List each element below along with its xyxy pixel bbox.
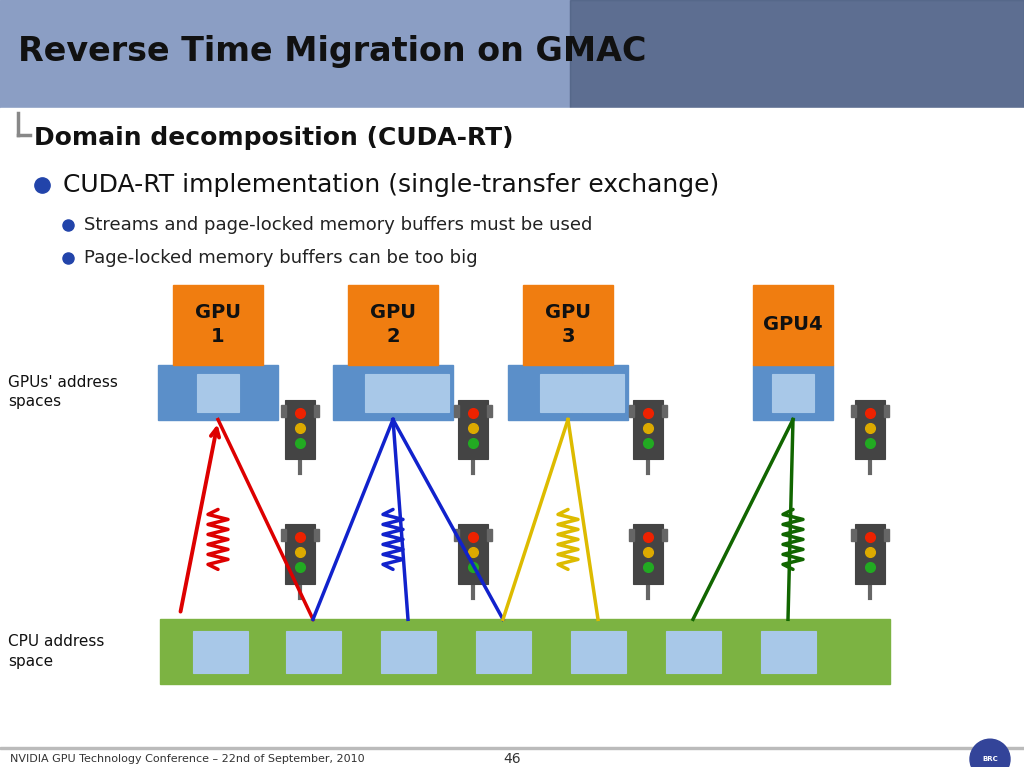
Bar — [884, 529, 889, 541]
Bar — [314, 405, 319, 416]
Bar — [540, 373, 582, 412]
Bar — [476, 631, 531, 674]
Bar — [454, 529, 459, 541]
Bar — [365, 373, 407, 412]
Bar — [160, 619, 890, 684]
Bar — [173, 285, 263, 365]
Bar — [348, 285, 438, 365]
Text: GPU4: GPU4 — [763, 315, 823, 334]
Bar — [666, 631, 721, 674]
Bar — [662, 405, 667, 416]
Bar — [855, 399, 885, 459]
Text: Streams and page-locked memory buffers must be used: Streams and page-locked memory buffers m… — [84, 216, 592, 233]
Text: Page-locked memory buffers can be too big: Page-locked memory buffers can be too bi… — [84, 249, 477, 266]
Bar — [285, 399, 315, 459]
Bar — [855, 525, 885, 584]
Bar — [487, 405, 492, 416]
Text: Domain decomposition (CUDA-RT): Domain decomposition (CUDA-RT) — [34, 126, 513, 150]
Text: NVIDIA GPU Technology Conference – 22nd of September, 2010: NVIDIA GPU Technology Conference – 22nd … — [10, 754, 365, 764]
Circle shape — [970, 739, 1010, 768]
Bar — [582, 373, 624, 412]
Bar — [407, 373, 449, 412]
Text: GPUs' address
spaces: GPUs' address spaces — [8, 375, 118, 409]
Bar — [286, 631, 341, 674]
Bar — [454, 405, 459, 416]
Text: 46: 46 — [503, 752, 521, 766]
Bar — [633, 525, 663, 584]
Bar — [333, 365, 453, 419]
Bar — [193, 631, 248, 674]
Bar — [851, 529, 856, 541]
Bar — [772, 373, 814, 412]
Text: BRC: BRC — [982, 756, 997, 762]
Bar — [0, 108, 1024, 111]
Text: GPU
2: GPU 2 — [370, 303, 416, 346]
Bar — [851, 405, 856, 416]
Bar — [381, 631, 436, 674]
Bar — [629, 529, 634, 541]
Bar — [281, 405, 286, 416]
Text: CPU address
space: CPU address space — [8, 634, 104, 669]
Bar — [633, 399, 663, 459]
Bar — [884, 405, 889, 416]
Bar — [0, 747, 1024, 749]
Bar — [753, 285, 833, 365]
Bar — [523, 285, 613, 365]
Bar — [458, 399, 488, 459]
Bar — [458, 525, 488, 584]
Text: Reverse Time Migration on GMAC: Reverse Time Migration on GMAC — [18, 35, 646, 68]
Bar — [761, 631, 816, 674]
Bar — [753, 365, 833, 419]
Bar — [570, 0, 1024, 110]
Bar — [508, 365, 628, 419]
Bar — [158, 365, 278, 419]
Bar — [487, 529, 492, 541]
Bar — [197, 373, 239, 412]
Text: GPU
1: GPU 1 — [195, 303, 241, 346]
Bar — [314, 529, 319, 541]
Bar — [0, 0, 1024, 110]
Bar — [570, 0, 1024, 110]
Text: CUDA-RT implementation (single-transfer exchange): CUDA-RT implementation (single-transfer … — [63, 173, 719, 197]
Text: GPU
3: GPU 3 — [545, 303, 591, 346]
Bar — [281, 529, 286, 541]
Bar — [662, 529, 667, 541]
Bar — [285, 525, 315, 584]
Bar — [629, 405, 634, 416]
Bar — [571, 631, 626, 674]
